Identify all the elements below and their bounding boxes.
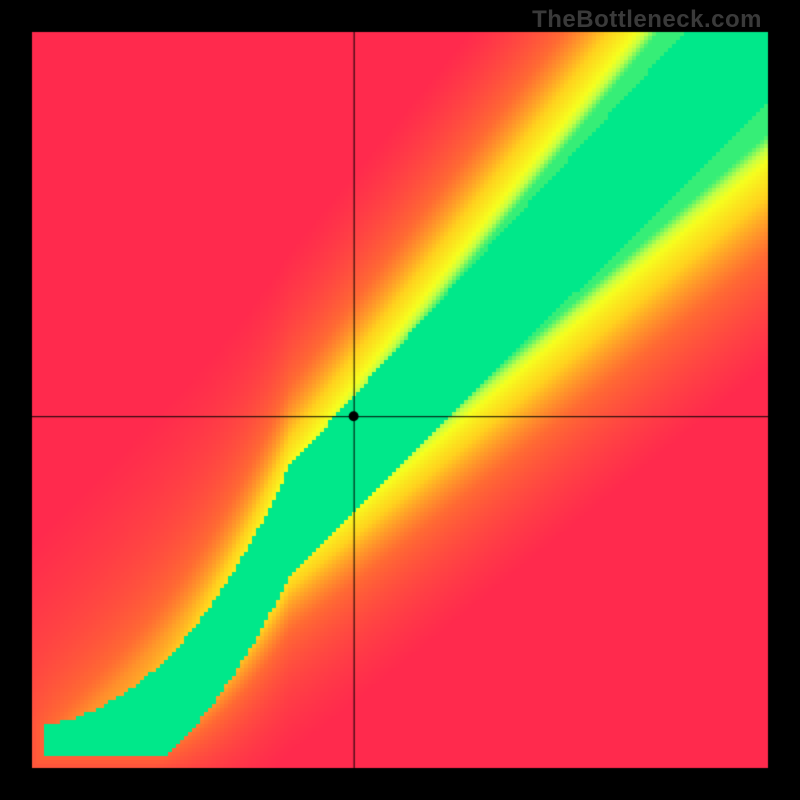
bottleneck-heatmap <box>0 0 800 800</box>
figure-container: TheBottleneck.com <box>0 0 800 800</box>
watermark-label: TheBottleneck.com <box>532 6 762 34</box>
